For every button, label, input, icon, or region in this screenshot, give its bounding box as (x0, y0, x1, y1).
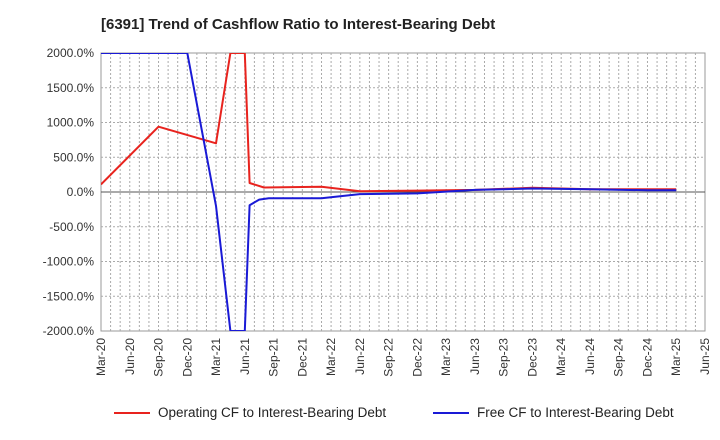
y-tick-label: -1000.0% (43, 255, 95, 269)
x-tick-label: Dec-22 (410, 338, 424, 377)
legend-label-operating-cf: Operating CF to Interest-Bearing Debt (158, 405, 387, 420)
y-tick-label: 1500.0% (47, 81, 95, 95)
legend-swatch-free-cf (433, 411, 469, 414)
tick-labels: 2000.0% 1500.0% 1000.0% 500.0% 0.0% -500.0% -1… (43, 46, 712, 377)
x-tick-label: Jun-22 (353, 338, 367, 375)
series-lines (100, 52, 677, 332)
x-tick-label: Jun-21 (238, 338, 252, 375)
chart-title: [6391] Trend of Cashflow Ratio to Intere… (101, 16, 496, 33)
x-tick-label: Sep-24 (612, 338, 626, 377)
y-tick-label: 2000.0% (47, 46, 95, 60)
x-tick-label: Jun-24 (583, 338, 597, 375)
y-tick-label: 0.0% (67, 185, 95, 199)
x-tick-label: Jun-23 (468, 338, 482, 375)
x-tick-label: Jun-25 (698, 338, 712, 375)
x-tick-label: Sep-23 (497, 338, 511, 377)
x-tick-label: Mar-25 (669, 338, 683, 376)
y-tick-label: -1500.0% (43, 289, 95, 303)
y-tick-label: -2000.0% (43, 324, 95, 338)
x-tick-label: Sep-21 (267, 338, 281, 377)
y-tick-label: -500.0% (49, 220, 94, 234)
x-tick-label: Mar-21 (209, 338, 223, 376)
legend-swatch-operating-cf (114, 411, 150, 414)
x-tick-label: Sep-22 (382, 338, 396, 377)
legend-item-free-cf: Free CF to Interest-Bearing Debt (433, 405, 674, 420)
x-tick-label: Mar-24 (554, 338, 568, 376)
x-tick-label: Mar-23 (439, 338, 453, 376)
x-tick-label: Dec-24 (640, 338, 654, 377)
x-tick-label: Dec-23 (525, 338, 539, 377)
y-tick-label: 1000.0% (47, 116, 95, 130)
series-line-1 (101, 53, 677, 331)
x-tick-label: Mar-20 (94, 338, 108, 376)
x-tick-label: Dec-21 (295, 338, 309, 377)
x-tick-label: Sep-20 (152, 338, 166, 377)
x-tick-label: Jun-20 (123, 338, 137, 375)
legend: Operating CF to Interest-Bearing Debt Fr… (0, 405, 720, 427)
x-tick-label: Mar-22 (324, 338, 338, 376)
legend-item-operating-cf: Operating CF to Interest-Bearing Debt (114, 405, 386, 420)
x-tick-label: Dec-20 (180, 338, 194, 377)
legend-label-free-cf: Free CF to Interest-Bearing Debt (477, 405, 674, 420)
y-tick-label: 500.0% (53, 150, 94, 164)
